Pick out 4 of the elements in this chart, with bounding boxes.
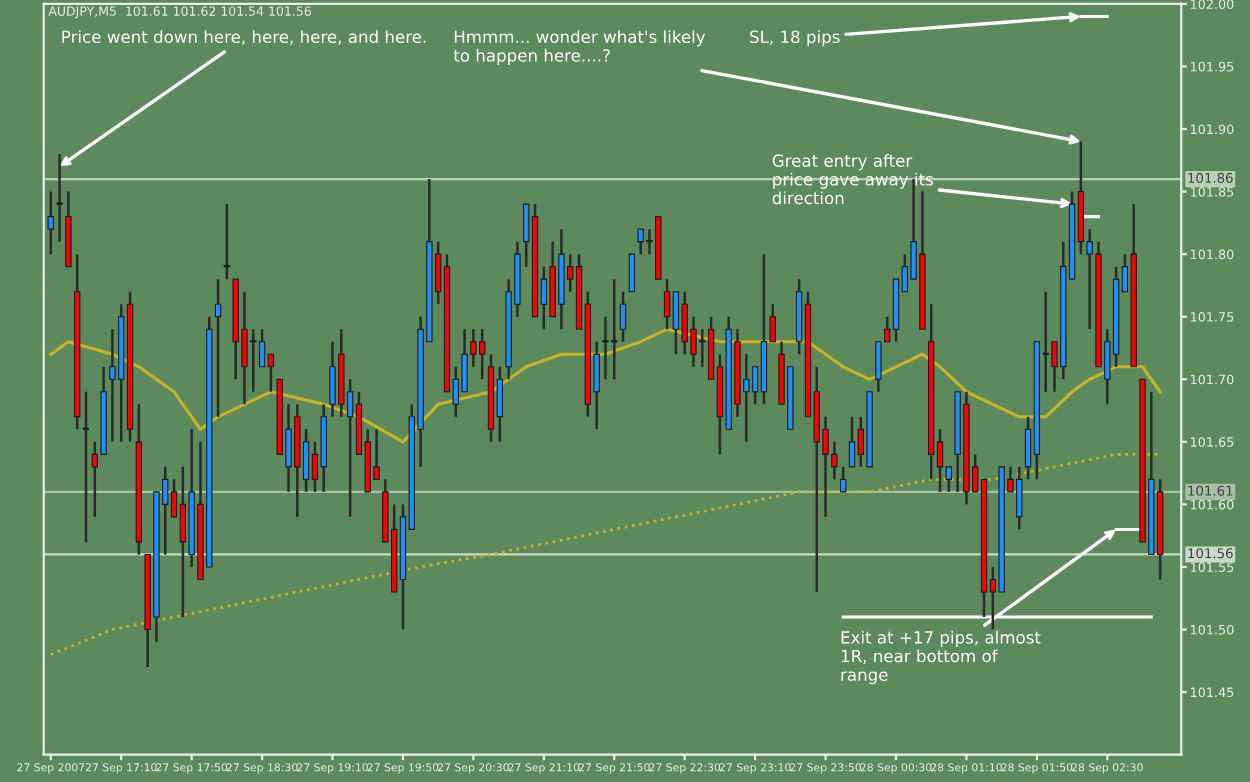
annotation: Exit at +17 pips, almost 1R, near bottom of range xyxy=(841,630,1041,685)
annotation: SL, 18 pips xyxy=(750,30,840,47)
annotation: Price went down here, here, here, and here. xyxy=(62,30,426,45)
annotation: Hmmm... wonder what's likely to happen here....? xyxy=(453,30,706,65)
